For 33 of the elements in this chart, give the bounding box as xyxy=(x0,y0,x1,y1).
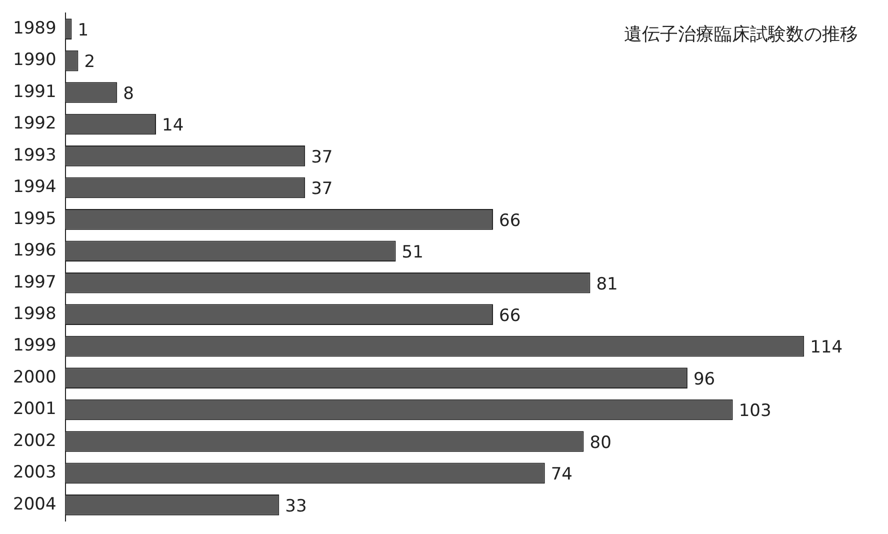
data-label: 103 xyxy=(738,401,772,422)
data-label: 74 xyxy=(550,464,573,485)
y-tick-label: 2003 xyxy=(13,462,56,483)
data-label: 37 xyxy=(311,179,333,200)
data-label: 1 xyxy=(78,20,89,40)
y-tick-label: 1998 xyxy=(13,304,56,324)
y-tick-label: 1997 xyxy=(13,272,56,292)
y-tick-label: 1994 xyxy=(13,177,56,198)
data-label: 96 xyxy=(693,369,716,390)
text: 遺伝子治療臨床試験数の推移 xyxy=(624,23,858,46)
y-tick-label: 1989 xyxy=(13,18,56,38)
data-label: 33 xyxy=(285,496,307,516)
y-tick-label: 2004 xyxy=(13,494,56,514)
data-label: 66 xyxy=(499,210,521,231)
data-label: 80 xyxy=(590,432,612,453)
y-tick-label: 1999 xyxy=(13,336,56,356)
y-tick-label: 2000 xyxy=(13,367,56,388)
y-tick-label: 1990 xyxy=(13,50,56,70)
data-label: 14 xyxy=(162,116,184,136)
y-tick-label: 1995 xyxy=(13,208,56,229)
data-label: 37 xyxy=(311,147,333,168)
y-tick-label: 1991 xyxy=(13,82,56,102)
data-label: 114 xyxy=(810,338,843,358)
data-label: 81 xyxy=(596,274,618,294)
y-tick-label: 1996 xyxy=(13,240,56,261)
y-tick-label: 2001 xyxy=(13,399,56,420)
y-tick-label: 1992 xyxy=(13,114,56,134)
data-label: 2 xyxy=(84,52,96,72)
y-tick-label: 2002 xyxy=(13,430,56,451)
data-label: 8 xyxy=(123,84,134,104)
data-label: 66 xyxy=(499,306,521,326)
y-tick-label: 1993 xyxy=(13,145,56,166)
data-label: 51 xyxy=(402,242,424,263)
